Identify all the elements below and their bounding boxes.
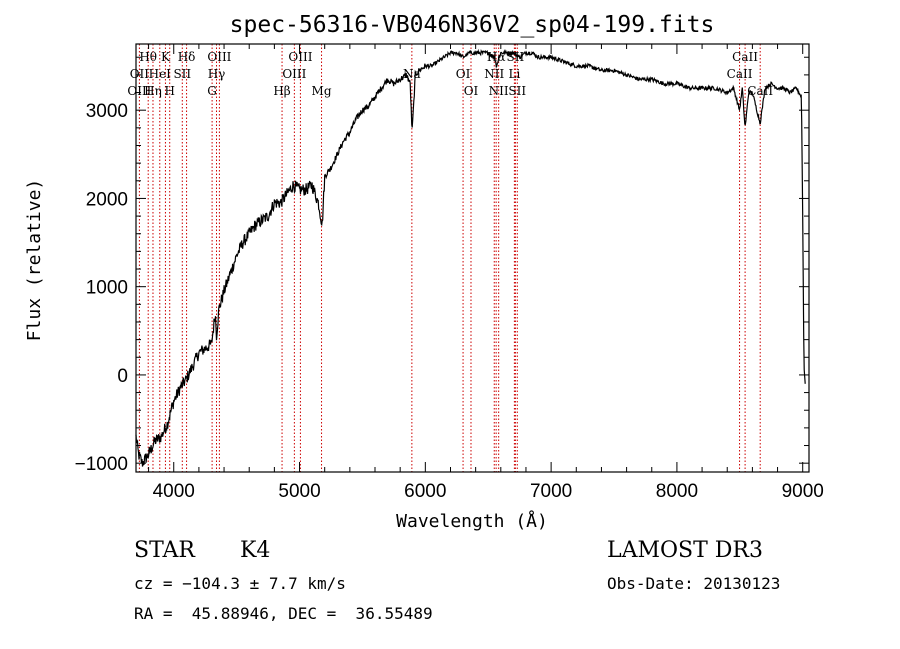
redshift-readout: cz = −104.3 ± 7.7 km/s [134, 574, 346, 593]
x-tick-label: 9000 [782, 481, 824, 502]
spectral-line-label: HeI [149, 67, 172, 81]
spectral-line-label: NII [489, 84, 509, 98]
y-tick-label: 1000 [86, 278, 128, 299]
x-tick-label: 6000 [404, 481, 446, 502]
spectral-line-label: Hγ [208, 67, 226, 81]
spectral-line-label: CaII [727, 67, 753, 81]
spectral-line-label: G [207, 84, 217, 98]
spectral-line-label: SII [507, 50, 525, 64]
x-tick-label: 7000 [530, 481, 572, 502]
coordinates: RA = 45.88946, DEC = 36.55489 [134, 604, 433, 623]
spectral-line-label: CaII [732, 50, 758, 64]
spectral-line-label: Mg [312, 84, 332, 98]
spectral-line-label: K [161, 50, 171, 64]
x-tick-label: 4000 [153, 481, 195, 502]
spectral-line-label: CaII [747, 84, 773, 98]
spectrum-line [135, 48, 806, 467]
y-tick-label: 2000 [86, 189, 128, 210]
spectral-line-label: Hβ [273, 84, 290, 98]
object-class: STAR [134, 538, 195, 563]
plot-frame [135, 43, 810, 473]
spectral-line-label: SII [173, 67, 191, 81]
x-tick-label: 8000 [656, 481, 698, 502]
spectral-line-markers [138, 44, 761, 472]
spectral-line-label: OI [456, 67, 471, 81]
spectral-line-label: H [164, 84, 174, 98]
spectral-line-label: OIII [288, 50, 312, 64]
spectral-line-label: OI [464, 84, 479, 98]
spectral-line-label: Hη [144, 84, 162, 98]
axis-ticks: 4000 5000 6000 7000 8000 9000 −1000 0 1000 2000 30… [75, 44, 824, 502]
spectral-line-label: Hθ [139, 50, 157, 64]
spectral-line-label: SII [508, 84, 526, 98]
spectral-line-label: OIII [207, 50, 231, 64]
spectral-line-label: OII [130, 67, 150, 81]
object-subclass: K4 [240, 538, 271, 563]
spectral-line-label: Na [403, 67, 421, 81]
spectral-line-labels: Hθ OII OIII K HeI Hη SII H Hδ OIII Hγ G OIII OIII Hβ Mg… [127, 50, 773, 98]
spectral-line-label: Hδ [178, 50, 196, 64]
y-tick-label: 3000 [86, 101, 128, 122]
y-tick-label: 0 [117, 366, 128, 387]
y-tick-label: −1000 [75, 454, 128, 475]
spectral-line-label: OIII [282, 67, 306, 81]
chart-title: spec-56316-VB046N36V2_sp04-199.fits [230, 12, 715, 38]
y-axis-label: Flux (relative) [24, 179, 45, 342]
spectral-line-label: OIII [127, 84, 151, 98]
x-axis-label: Wavelength (Å) [396, 510, 548, 532]
x-tick-label: 5000 [278, 481, 320, 502]
obs-date: Obs-Date: 20130123 [607, 574, 781, 593]
spectral-line-label: NII [484, 67, 504, 81]
spectral-line-label: Hα [487, 50, 506, 64]
spectral-line-label: Li [508, 67, 520, 81]
survey-name: LAMOST DR3 [607, 538, 763, 563]
